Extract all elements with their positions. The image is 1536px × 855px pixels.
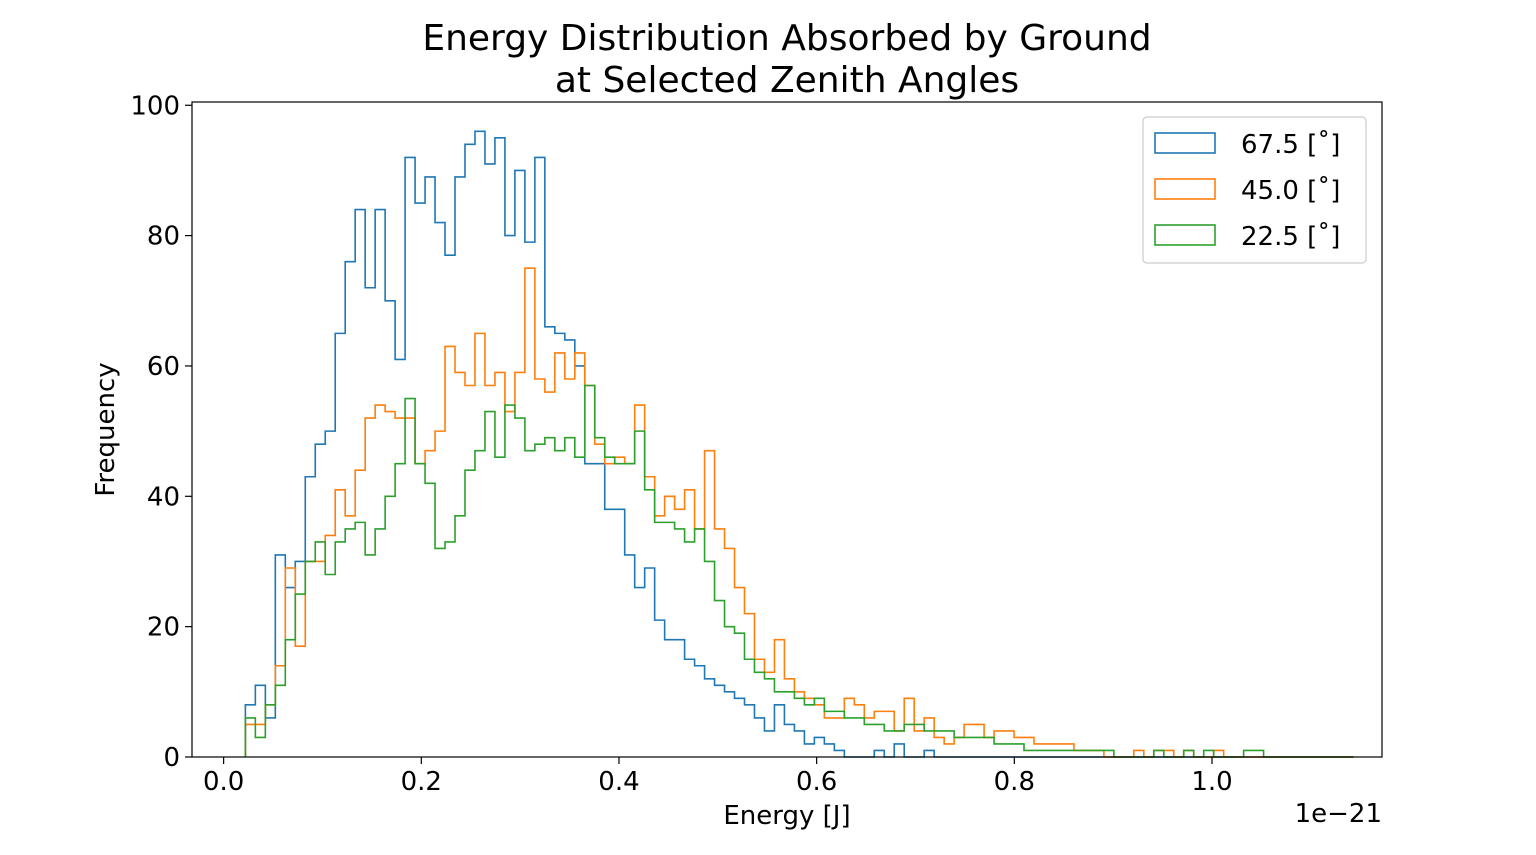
x-tick-label: 0.6 <box>796 767 837 797</box>
x-tick-label: 0.8 <box>994 767 1035 797</box>
y-tick-label: 60 <box>147 352 180 382</box>
y-tick-label: 0 <box>163 743 180 773</box>
x-tick-label: 0.4 <box>598 767 639 797</box>
y-tick-label: 40 <box>147 482 180 512</box>
legend-label-2: 45.0 [˚] <box>1241 176 1340 206</box>
x-axis-label: Energy [J] <box>723 801 850 831</box>
chart-title: Energy Distribution Absorbed by Groundat… <box>422 18 1151 101</box>
y-tick-label: 100 <box>130 91 180 121</box>
chart-title-line-2: at Selected Zenith Angles <box>555 60 1019 101</box>
legend-label-1: 67.5 [˚] <box>1241 130 1340 160</box>
legend-label-3: 22.5 [˚] <box>1241 222 1340 252</box>
x-tick-label: 0.0 <box>203 767 244 797</box>
plot-frame <box>191 101 1383 758</box>
y-axis-ticks: 0 20 40 60 80 100 <box>130 91 192 773</box>
x-axis-ticks: 0.0 0.2 0.4 0.6 0.8 1.0 <box>203 757 1233 797</box>
legend-swatch-2 <box>1154 178 1216 200</box>
y-tick-label: 80 <box>147 222 180 252</box>
legend: 67.5 [˚] 45.0 [˚] 22.5 [˚] <box>1142 116 1367 264</box>
x-tick-label: 0.2 <box>401 767 442 797</box>
y-axis-label: Frequency <box>91 362 121 496</box>
x-axis-offset-label: 1e−21 <box>1295 799 1382 829</box>
x-tick-label: 1.0 <box>1191 767 1232 797</box>
series-3-histogram <box>244 384 1354 758</box>
series-2-histogram <box>244 267 1354 758</box>
legend-swatch-3 <box>1154 224 1216 246</box>
chart-title-line-1: Energy Distribution Absorbed by Ground <box>422 18 1151 59</box>
legend-swatch-1 <box>1154 132 1216 154</box>
y-tick-label: 20 <box>147 613 180 643</box>
